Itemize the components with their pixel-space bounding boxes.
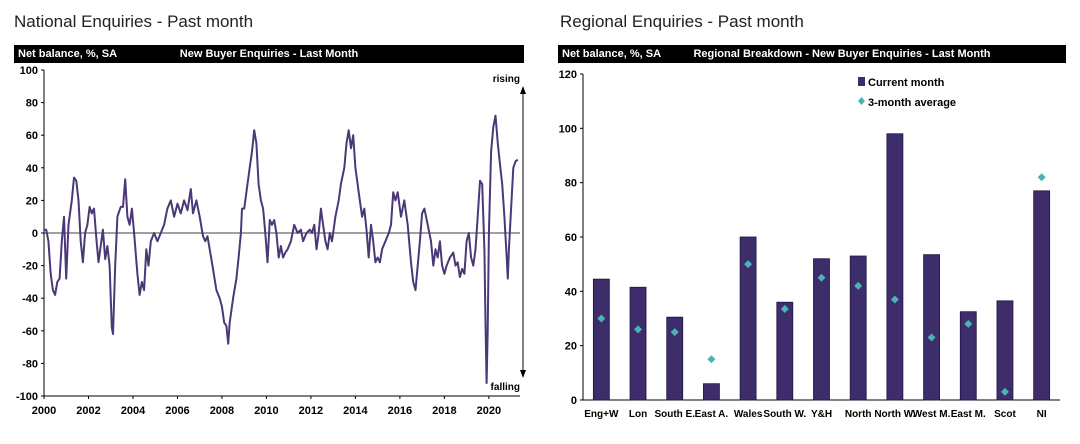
right-header-unit-label: Net balance, %, SA (562, 48, 662, 60)
marker-3-month-average (1037, 173, 1046, 182)
x-category-label: NI (1037, 409, 1047, 420)
bar-current-month (592, 278, 610, 401)
x-category-label: Lon (629, 409, 647, 420)
x-category-label: East M. (951, 409, 986, 420)
marker-3-month-average (890, 295, 899, 304)
right-panel-title: Regional Enquiries - Past month (560, 12, 804, 31)
annotation-rising: rising (493, 74, 520, 85)
x-category-label: West M. (913, 409, 951, 420)
legend-swatch-current-month (858, 77, 865, 86)
x-tick-label: 2018 (432, 405, 456, 417)
y-tick-label: 40 (565, 286, 577, 298)
x-tick-label: 2006 (165, 405, 189, 417)
y-tick-label: 80 (26, 98, 38, 110)
y-tick-label: 60 (565, 232, 577, 244)
y-tick-label: 100 (559, 123, 577, 135)
bar-current-month (1033, 190, 1051, 401)
legend-swatch-3-month-average (858, 97, 865, 105)
marker-3-month-average (670, 328, 679, 337)
y-tick-label: 80 (565, 178, 577, 190)
marker-3-month-average (780, 304, 789, 313)
legend-label-current-month: Current month (868, 77, 945, 89)
legend-label-3-month-average: 3-month average (868, 97, 956, 109)
bar-current-month (849, 255, 867, 401)
left-header-unit-label: Net balance, %, SA (18, 48, 118, 60)
x-category-label: Scot (994, 409, 1016, 420)
x-category-label: Eng+W (584, 409, 619, 420)
marker-3-month-average (744, 260, 753, 269)
bar-current-month (739, 236, 757, 401)
x-category-label: North W. (874, 409, 915, 420)
bar-current-month (813, 258, 830, 401)
x-tick-label: 2014 (343, 405, 368, 417)
national-enquiries-line-chart: 100 80 60 40 20 0 -20 -40 -60 -80 -100 2000 2002 2004… (16, 65, 526, 417)
arrow-up-icon (520, 86, 526, 94)
y-tick-label: -40 (22, 293, 38, 305)
bar-current-month (996, 300, 1014, 401)
arrow-down-icon (520, 370, 526, 378)
marker-3-month-average (707, 355, 716, 364)
y-tick-label: -60 (22, 326, 38, 338)
x-category-label: East A. (695, 409, 729, 420)
bar-current-month (703, 383, 720, 401)
y-tick-label: 40 (26, 163, 38, 175)
bar-current-month (923, 254, 940, 401)
bar-current-month (886, 133, 904, 401)
bar-current-month (776, 301, 794, 401)
x-tick-label: 2012 (299, 405, 323, 417)
marker-3-month-average (597, 314, 606, 323)
x-category-label: Wales (734, 409, 763, 420)
y-tick-label: -80 (22, 358, 38, 370)
bar-current-month (666, 316, 684, 401)
x-tick-label: 2004 (121, 405, 146, 417)
enquiries-series-line (44, 114, 519, 384)
marker-3-month-average (634, 325, 643, 334)
x-tick-label: 2010 (254, 405, 278, 417)
x-tick-label: 2002 (76, 405, 100, 417)
y-tick-label: -20 (22, 261, 38, 273)
x-category-label: North (845, 409, 872, 420)
marker-3-month-average (964, 319, 973, 328)
marker-3-month-average (1000, 387, 1009, 396)
y-tick-label: 0 (571, 395, 577, 407)
marker-3-month-average (817, 273, 826, 282)
marker-3-month-average (927, 333, 936, 342)
bar-current-month (959, 311, 977, 401)
x-tick-label: 2016 (388, 405, 412, 417)
x-tick-label: 2008 (210, 405, 234, 417)
y-tick-label: 120 (559, 69, 577, 81)
y-tick-label: 100 (20, 65, 38, 77)
marker-3-month-average (854, 281, 863, 290)
left-chart-header: Net balance, %, SA New Buyer Enquiries -… (14, 45, 524, 63)
annotation-falling: falling (491, 382, 520, 393)
y-tick-label: 20 (26, 195, 38, 207)
bar-current-month (629, 286, 647, 401)
x-tick-label: 2000 (32, 405, 56, 417)
y-tick-label: 0 (32, 228, 38, 240)
x-category-label: South W. (763, 409, 806, 420)
y-tick-label: -100 (16, 391, 38, 403)
x-category-label: South E. (654, 409, 695, 420)
y-tick-label: 60 (26, 130, 38, 142)
left-panel-title: National Enquiries - Past month (14, 12, 254, 31)
y-tick-label: 20 (565, 341, 577, 353)
x-category-label: Y&H (811, 409, 832, 420)
x-tick-label: 2020 (477, 405, 501, 417)
